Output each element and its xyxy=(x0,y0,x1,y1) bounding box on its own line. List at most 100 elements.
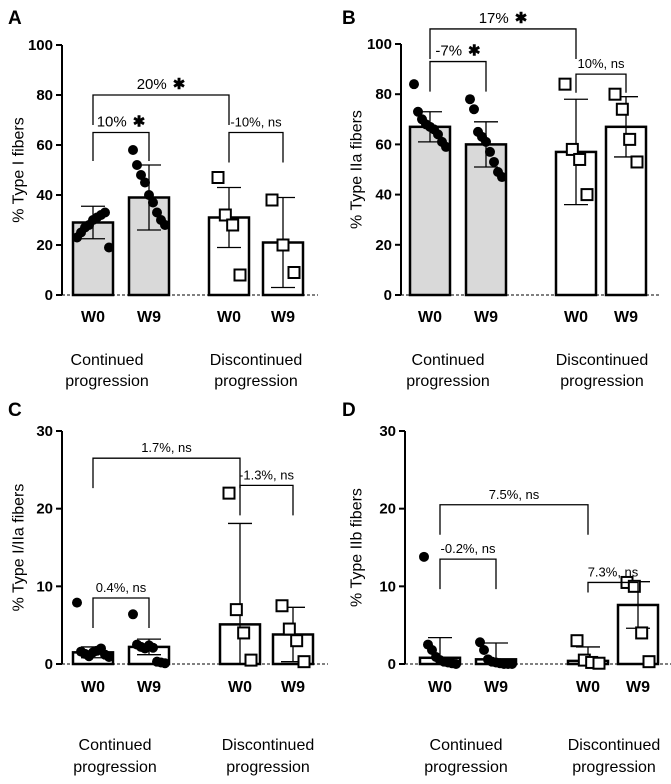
data-point-d-3-3 xyxy=(642,655,656,669)
comparison-label-d-2: 7.5%, ns xyxy=(489,487,540,502)
category-label-a-1: W9 xyxy=(137,309,161,326)
data-point-d-2-0 xyxy=(570,634,584,648)
data-point-d-1-8 xyxy=(507,659,517,669)
data-point-c-0-8 xyxy=(104,652,114,663)
data-point-b-3-0 xyxy=(608,87,622,101)
data-point-a-1-2 xyxy=(136,170,146,180)
y-axis-label-c: % Type I/IIa fibers xyxy=(11,484,28,612)
data-point-c-2-1 xyxy=(229,603,243,617)
group-label-a-0-line2: progression xyxy=(65,373,149,390)
y-tick-label-b-4: 80 xyxy=(375,86,392,103)
y-axis-label-d: % Type IIb fibers xyxy=(349,488,366,607)
comparison-label-b-2: 17% ✱ xyxy=(479,10,528,27)
comparison-bracket-c-2 xyxy=(92,457,241,489)
significance-star-b-0: ✱ xyxy=(468,43,481,60)
panel-label-a: A xyxy=(8,8,22,29)
y-tick-label-c-1: 10 xyxy=(36,578,53,595)
group-label-d-1-line1: Discontinued xyxy=(568,737,661,754)
category-label-a-2: W0 xyxy=(217,309,241,326)
y-tick-label-a-4: 80 xyxy=(36,87,53,104)
data-point-a-3-1 xyxy=(276,238,290,252)
panel-label-b: B xyxy=(342,8,356,29)
data-point-c-0-0 xyxy=(72,597,82,608)
group-label-d-0-line1: Continued xyxy=(430,737,503,754)
y-tick-label-c-2: 20 xyxy=(36,501,53,518)
y-tick-label-a-0: 0 xyxy=(45,287,53,304)
data-point-c-1-5 xyxy=(148,642,158,653)
category-label-a-3: W9 xyxy=(271,309,295,326)
data-point-b-3-2 xyxy=(623,132,637,146)
comparison-label-d-0: -0.2%, ns xyxy=(441,541,496,556)
data-point-a-1-0 xyxy=(128,145,138,155)
group-label-c-0-line2: progression xyxy=(73,759,157,776)
data-point-d-3-1 xyxy=(627,579,641,593)
y-tick-label-b-1: 20 xyxy=(375,237,392,254)
group-label-b-0-line2: progression xyxy=(406,373,490,390)
data-point-b-2-3 xyxy=(580,188,594,202)
y-axis-label-a: % Type I fibers xyxy=(11,117,28,223)
data-point-a-3-2 xyxy=(287,266,301,279)
data-point-c-1-8 xyxy=(160,658,170,669)
category-label-c-2: W0 xyxy=(228,679,252,696)
comparison-bracket-c-1 xyxy=(239,484,294,516)
y-tick-label-a-2: 40 xyxy=(36,187,53,204)
data-point-a-0-7 xyxy=(100,207,110,218)
y-tick-label-b-3: 60 xyxy=(375,136,392,153)
data-point-c-2-3 xyxy=(244,653,258,667)
data-point-b-3-1 xyxy=(615,102,629,116)
data-point-a-2-0 xyxy=(211,171,225,184)
category-label-b-1: W9 xyxy=(474,309,498,326)
comparison-bracket-b-2 xyxy=(429,28,577,59)
y-tick-label-b-5: 100 xyxy=(367,36,392,53)
comparison-label-c-0: 0.4%, ns xyxy=(96,580,147,595)
comparison-label-b-1: 10%, ns xyxy=(578,56,625,71)
data-point-d-3-2 xyxy=(635,626,649,640)
comparison-bracket-d-0 xyxy=(439,558,497,590)
data-point-b-1-8 xyxy=(497,172,507,183)
y-tick-label-c-3: 30 xyxy=(36,423,53,440)
comparison-bracket-b-1 xyxy=(575,73,627,93)
data-point-c-1-0 xyxy=(128,609,138,620)
y-tick-label-d-1: 10 xyxy=(379,578,396,595)
data-point-a-1-3 xyxy=(140,177,150,188)
y-tick-label-d-2: 20 xyxy=(379,501,396,518)
comparison-label-b-0: -7% ✱ xyxy=(435,43,481,60)
comparison-bracket-a-2 xyxy=(92,94,230,125)
comparison-bracket-a-0 xyxy=(92,131,150,161)
significance-star-a-0: ✱ xyxy=(133,114,146,131)
group-label-b-1-line2: progression xyxy=(560,373,644,390)
data-point-c-3-0 xyxy=(275,599,289,613)
y-axis-label-b: % Type IIa fibers xyxy=(349,110,366,229)
data-point-a-3-0 xyxy=(265,193,279,207)
data-point-b-1-1 xyxy=(469,104,479,115)
group-label-b-1-line1: Discontinued xyxy=(556,352,649,369)
comparison-label-a-1: -10%, ns xyxy=(230,115,282,130)
data-point-d-1-1 xyxy=(479,645,489,656)
category-label-a-0: W0 xyxy=(81,309,105,326)
data-point-b-0-1 xyxy=(413,106,423,117)
group-label-c-1-line1: Discontinued xyxy=(222,737,315,754)
category-label-d-0: W0 xyxy=(428,679,452,696)
category-label-c-0: W0 xyxy=(81,679,105,696)
comparison-label-a-2: 20% ✱ xyxy=(137,76,186,93)
data-point-b-0-6 xyxy=(433,129,443,140)
data-point-d-1-0 xyxy=(475,637,485,648)
significance-star-b-2: ✱ xyxy=(515,10,528,27)
data-point-a-2-2 xyxy=(226,218,240,232)
data-point-a-0-8 xyxy=(104,242,114,253)
category-label-c-1: W9 xyxy=(137,679,161,696)
y-tick-label-b-0: 0 xyxy=(384,287,392,304)
data-point-a-1-6 xyxy=(152,207,162,218)
comparison-bracket-b-0 xyxy=(429,60,487,92)
data-point-a-1-4 xyxy=(144,190,154,200)
category-label-c-3: W9 xyxy=(281,679,305,696)
group-label-c-1-line2: progression xyxy=(226,759,310,776)
bar-b-0 xyxy=(408,125,452,297)
data-point-b-2-2 xyxy=(573,152,587,166)
panel-label-d: D xyxy=(342,400,356,421)
data-point-c-3-3 xyxy=(297,655,311,669)
data-point-d-0-8 xyxy=(451,659,461,669)
category-label-d-3: W9 xyxy=(626,679,650,696)
data-point-b-1-5 xyxy=(485,146,495,157)
